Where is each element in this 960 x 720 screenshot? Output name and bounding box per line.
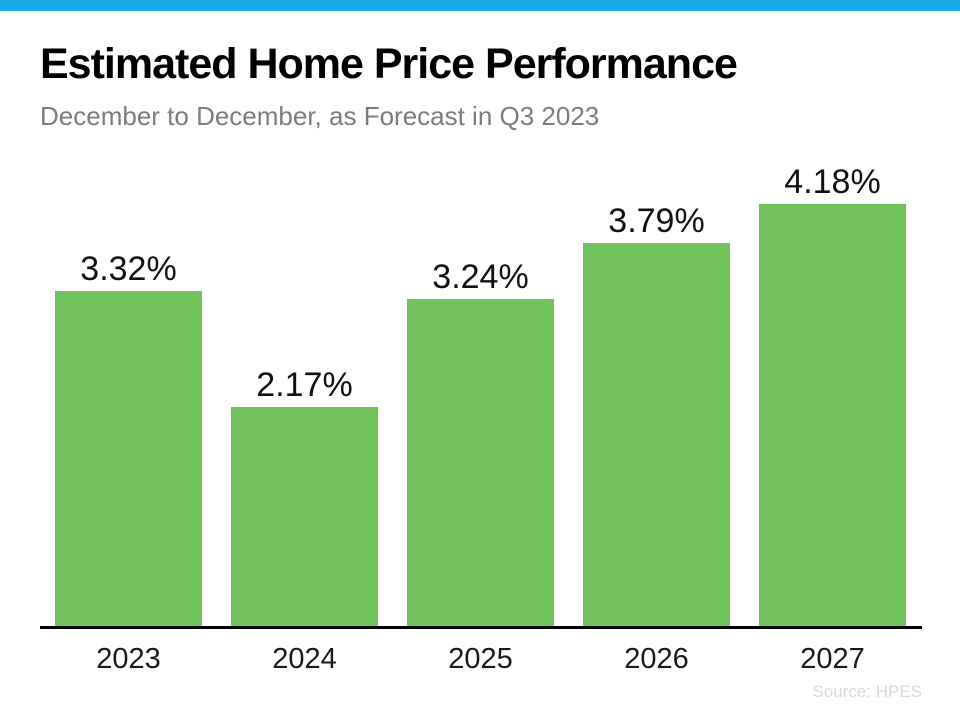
bar-value-label: 3.24%: [432, 258, 529, 296]
bar-column: 3.79%: [583, 160, 730, 626]
x-axis-label-2024: 2024: [272, 643, 337, 675]
bar-value-label: 3.32%: [80, 250, 177, 288]
bar-column: 4.18%: [759, 160, 906, 626]
bar-2026: [583, 243, 730, 626]
x-axis-label-2023: 2023: [96, 643, 161, 675]
bar-2024: [231, 407, 378, 626]
x-axis-label-2027: 2027: [800, 643, 865, 675]
source-credit: Source: HPES: [812, 682, 922, 701]
bar-value-label: 4.18%: [784, 163, 881, 201]
chart-subtitle: December to December, as Forecast in Q3 …: [40, 101, 600, 131]
x-axis-label-2026: 2026: [624, 643, 689, 675]
bar-2023: [55, 291, 202, 626]
x-axis-line: [40, 626, 922, 629]
x-axis-label-2025: 2025: [448, 643, 513, 675]
bar-value-label: 3.79%: [608, 202, 705, 240]
bar-2025: [407, 299, 554, 626]
bar-value-label: 2.17%: [256, 366, 353, 404]
top-accent-bar: [0, 0, 960, 11]
bar-column: 3.32%: [55, 160, 202, 626]
bar-2027: [759, 204, 906, 626]
chart-title: Estimated Home Price Performance: [40, 40, 738, 88]
bar-column: 3.24%: [407, 160, 554, 626]
bar-column: 2.17%: [231, 160, 378, 626]
